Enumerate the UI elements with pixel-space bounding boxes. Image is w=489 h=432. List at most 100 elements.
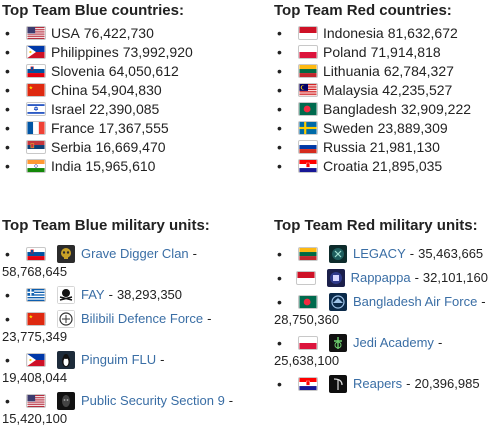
unit-link[interactable]: FAY <box>81 287 105 302</box>
bullet: • <box>277 24 282 41</box>
in-flag-icon <box>26 158 46 173</box>
unit-link[interactable]: Jedi Academy <box>353 335 434 350</box>
country-damage: 17,367,555 <box>98 119 169 136</box>
unit-link[interactable]: Bangladesh Air Force <box>353 294 478 309</box>
bullet: • <box>5 119 10 136</box>
red-units-heading: Top Team Red military units: <box>274 217 478 234</box>
emblem-logo-icon[interactable] <box>57 309 75 328</box>
country-damage: 22,390,085 <box>89 100 160 117</box>
bullet: • <box>5 43 10 60</box>
bullet: • <box>5 245 10 262</box>
country-damage: 62,784,327 <box>383 62 454 79</box>
skull-logo-icon[interactable] <box>57 244 75 263</box>
rs-flag-icon <box>26 139 46 154</box>
bullet: • <box>277 62 282 79</box>
separator: - <box>409 246 415 261</box>
bullet: • <box>277 375 282 392</box>
country-row: • Slovenia 64,050,612 <box>2 61 237 80</box>
unit-line: • FAY -38,293,350 <box>2 285 237 304</box>
reaper-logo-icon[interactable] <box>329 374 347 393</box>
unit-damage-line: 58,768,645 <box>2 263 237 280</box>
country-row: • Malaysia 42,235,527 <box>274 80 488 99</box>
unit-item: • Grave Digger Clan - 58,768,645 <box>2 244 237 280</box>
country-damage: 76,422,730 <box>83 24 154 41</box>
country-row: • Russia 21,981,130 <box>274 137 488 156</box>
country-row: • France 17,367,555 <box>2 118 237 137</box>
team-red-column: Top Team Red countries: • Indonesia 81,63… <box>274 0 488 398</box>
airforce-logo-icon[interactable] <box>329 292 347 311</box>
unit-link[interactable]: LEGACY <box>353 246 406 261</box>
country-name: Lithuania <box>323 62 380 79</box>
unit-link[interactable]: Grave Digger Clan <box>81 246 189 261</box>
mask-logo-icon[interactable] <box>57 391 75 410</box>
unit-item: • Public Security Section 9- 15,420,100 <box>2 391 237 427</box>
unit-link[interactable]: Reapers <box>353 376 403 391</box>
country-name: Poland <box>323 43 367 60</box>
country-row: • Poland 71,914,818 <box>274 42 488 61</box>
unit-line: • Jedi Academy - <box>274 333 488 352</box>
separator: - <box>207 311 212 326</box>
unit-damage: 35,463,665 <box>418 246 484 261</box>
si-flag-icon <box>26 63 46 78</box>
country-name: Malaysia <box>323 81 379 98</box>
pirate-logo-icon[interactable] <box>57 285 75 304</box>
unit-line: • Grave Digger Clan - <box>2 244 237 263</box>
hr-flag-icon <box>298 158 318 173</box>
country-damage: 21,981,130 <box>369 138 440 155</box>
bullet: • <box>277 138 282 155</box>
il-flag-icon <box>26 101 46 116</box>
pl-flag-icon <box>298 44 318 59</box>
legacy-logo-icon[interactable] <box>329 244 347 263</box>
bullet: • <box>5 157 10 174</box>
bullet: • <box>277 334 282 351</box>
unit-line: • LEGACY -35,463,665 <box>274 244 488 263</box>
hr-flag-icon <box>298 376 318 391</box>
unit-item: • Jedi Academy - 25,638,100 <box>274 333 488 369</box>
bullet: • <box>277 269 282 286</box>
country-name: China <box>51 81 88 98</box>
unit-line: • Bangladesh Air Force - <box>274 292 488 311</box>
unit-item: • LEGACY -35,463,665 <box>274 244 488 263</box>
unit-damage: 19,408,044 <box>2 370 68 385</box>
country-row: • Serbia 16,669,470 <box>2 137 237 156</box>
country-name: Israel <box>51 100 86 117</box>
country-row: • Indonesia 81,632,672 <box>274 23 488 42</box>
country-damage: 73,992,920 <box>122 43 193 60</box>
country-row: • Philippines 73,992,920 <box>2 42 237 61</box>
lt-flag-icon <box>298 63 318 78</box>
jedi-logo-icon[interactable] <box>329 333 347 352</box>
bullet: • <box>277 100 282 117</box>
separator: - <box>481 294 486 309</box>
country-name: USA <box>51 24 80 41</box>
penguin-logo-icon[interactable] <box>57 350 75 369</box>
unit-link[interactable]: Rappappa <box>350 270 411 285</box>
country-damage: 71,914,818 <box>370 43 441 60</box>
unit-link[interactable]: Public Security Section 9 <box>81 393 225 408</box>
bullet: • <box>5 100 10 117</box>
rappappa-logo-icon[interactable] <box>326 268 345 287</box>
country-damage: 81,632,672 <box>387 24 458 41</box>
separator: - <box>406 376 411 391</box>
country-damage: 23,889,309 <box>377 119 448 136</box>
fr-flag-icon <box>26 120 46 135</box>
unit-damage: 38,293,350 <box>116 287 183 302</box>
unit-damage: 28,750,360 <box>274 312 340 327</box>
unit-item: • Rappappa -32,101,160 <box>274 268 488 287</box>
bullet: • <box>5 24 10 41</box>
country-name: Philippines <box>51 43 119 60</box>
bullet: • <box>5 138 10 155</box>
unit-damage-line: 15,420,100 <box>2 410 237 427</box>
country-damage: 64,050,612 <box>108 62 179 79</box>
unit-line: • Reapers -20,396,985 <box>274 374 488 393</box>
si-flag-icon <box>26 246 46 261</box>
unit-damage-line: 25,638,100 <box>274 352 488 369</box>
se-flag-icon <box>298 120 318 135</box>
country-name: Croatia <box>323 157 369 174</box>
id-flag-icon <box>298 25 318 40</box>
unit-item: • Reapers -20,396,985 <box>274 374 488 393</box>
unit-link[interactable]: Bilibili Defence Force <box>81 311 204 326</box>
unit-link[interactable]: Pinguim FLU <box>81 352 157 367</box>
blue-units-heading: Top Team Blue military units: <box>2 217 210 234</box>
country-row: • Lithuania 62,784,327 <box>274 61 488 80</box>
bullet: • <box>5 392 10 409</box>
